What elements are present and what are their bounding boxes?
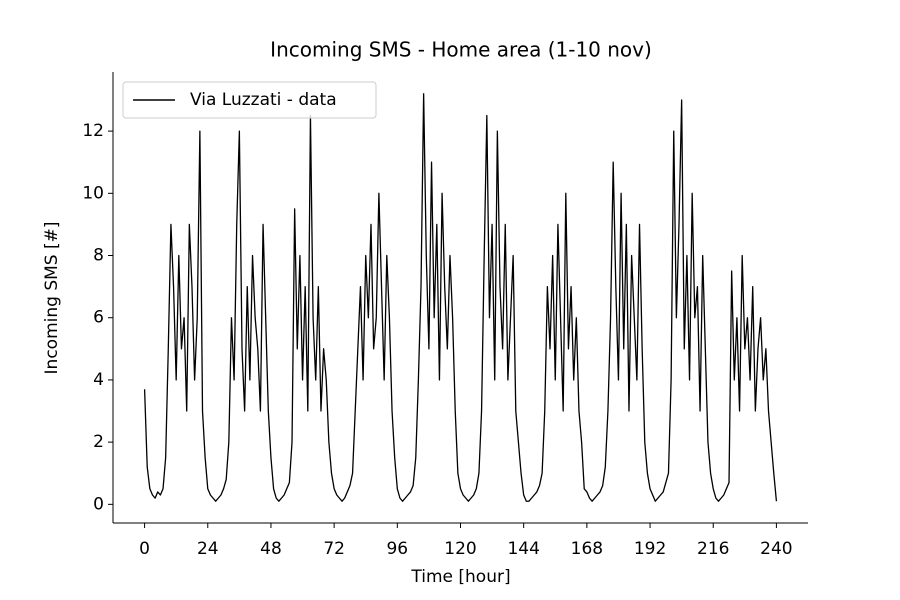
chart-title: Incoming SMS - Home area (1-10 nov) (270, 38, 652, 62)
data-line (143, 93, 778, 502)
legend-box (122, 81, 377, 119)
y-tick-label: 2 (93, 432, 104, 452)
y-axis-label: Incoming SMS [#] (42, 222, 62, 375)
y-tick-label: 0 (93, 494, 104, 514)
x-tick-label: 192 (634, 539, 666, 559)
x-axis-label: Time [hour] (410, 567, 510, 587)
y-tick-label: 6 (93, 308, 104, 328)
x-tick-label: 240 (760, 539, 792, 559)
x-tick-label: 24 (197, 539, 219, 559)
x-tick-label: 48 (260, 539, 282, 559)
x-tick-label: 168 (571, 539, 603, 559)
x-tick-label: 120 (444, 539, 476, 559)
y-tick-label: 4 (93, 370, 104, 390)
x-tick-label: 216 (697, 539, 729, 559)
x-tick-label: 72 (323, 539, 345, 559)
x-tick-label: 0 (139, 539, 150, 559)
x-tick-label: 144 (507, 539, 539, 559)
x-tick-label: 96 (386, 539, 408, 559)
legend-label: Via Luzzati - data (190, 90, 337, 110)
y-tick-label: 8 (93, 246, 104, 266)
y-tick-label: 12 (82, 121, 104, 141)
y-tick-label: 10 (82, 183, 104, 203)
